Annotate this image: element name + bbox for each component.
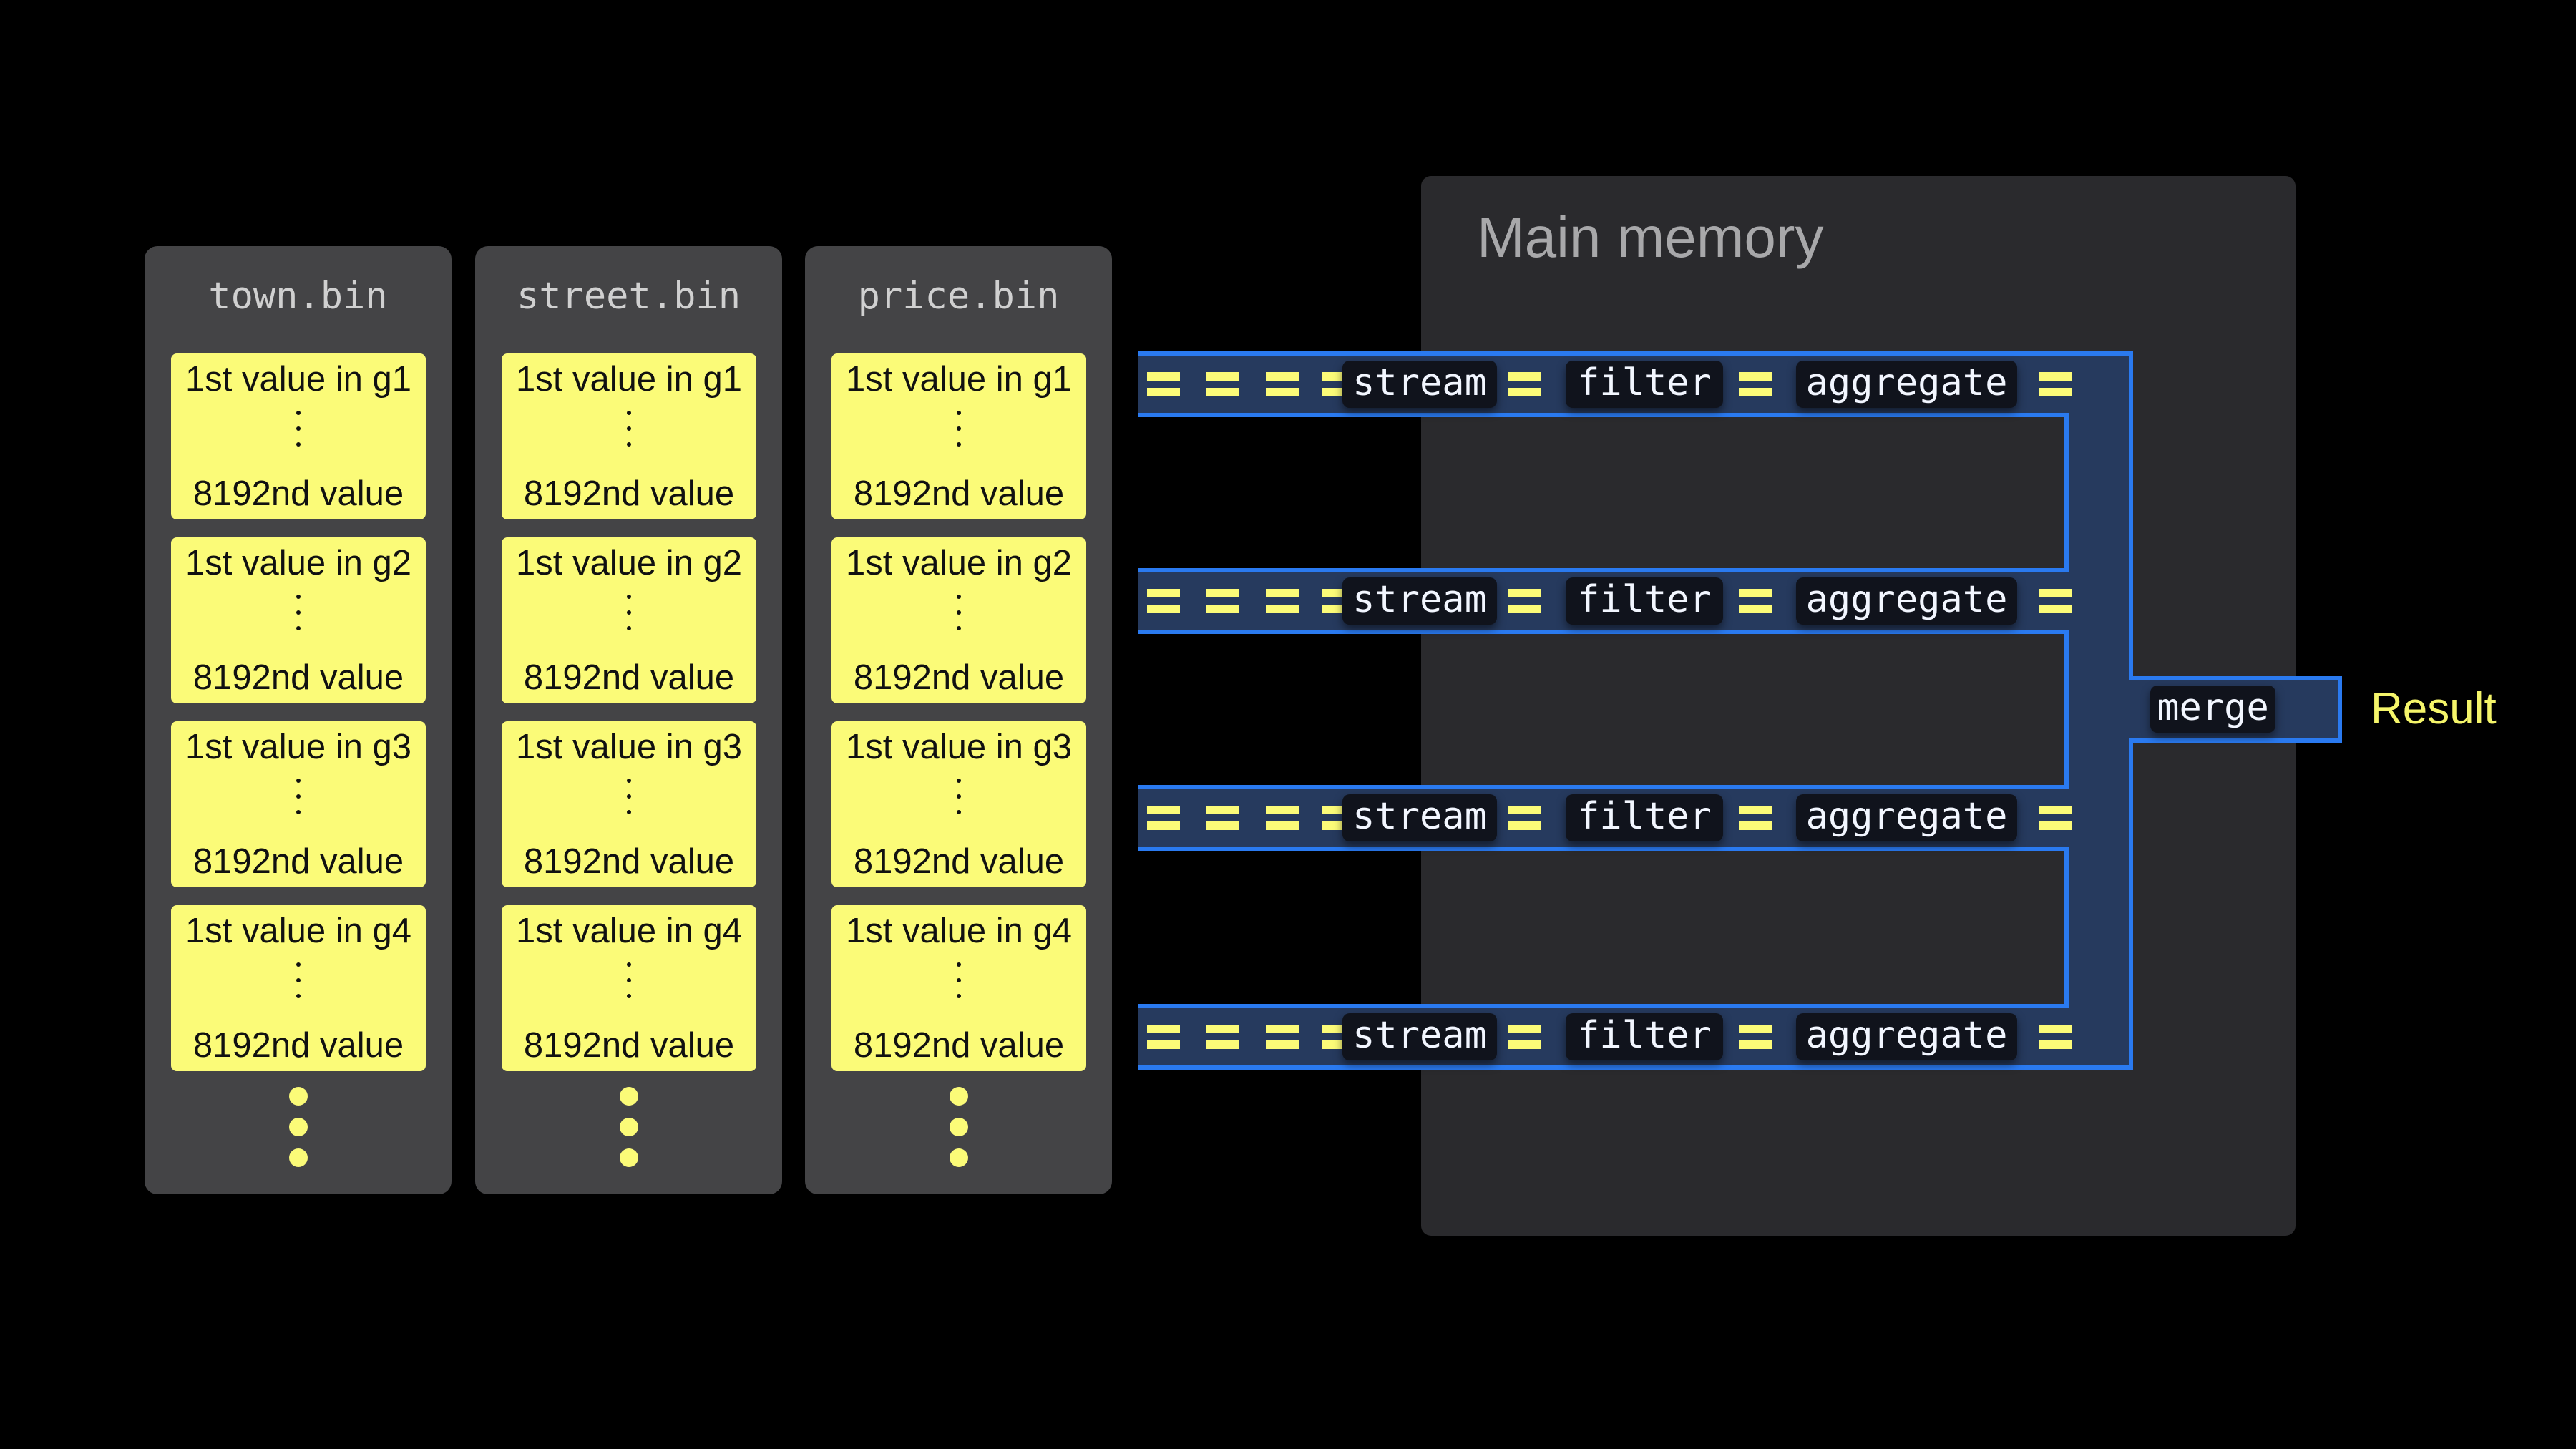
vertical-ellipsis-icon <box>296 595 301 642</box>
granule-last-value: 8192nd value <box>853 474 1065 513</box>
vertical-ellipsis-icon <box>957 779 961 826</box>
file-column-street-bin: street.bin 1st value in g1 8192nd value 1st… <box>475 246 782 1194</box>
vertical-ellipsis-icon <box>296 779 301 826</box>
main-memory-title: Main memory <box>1477 205 1824 269</box>
granule-first-value: 1st value in g3 <box>846 728 1072 766</box>
granule-card: 1st value in g3 8192nd value <box>171 721 426 887</box>
granule-card: 1st value in g1 8192nd value <box>502 353 756 519</box>
result-label: Result <box>2371 684 2497 733</box>
file-column-title: price.bin <box>857 275 1060 318</box>
granule-card: 1st value in g4 8192nd value <box>502 905 756 1071</box>
more-granules-ellipsis-icon <box>949 1087 968 1179</box>
data-flow-equals-icon <box>1266 370 1299 399</box>
granule-card: 1st value in g3 8192nd value <box>502 721 756 887</box>
stream-stage: stream <box>1342 794 1497 841</box>
vertical-ellipsis-icon <box>957 411 961 458</box>
granule-card: 1st value in g2 8192nd value <box>831 537 1086 703</box>
merge-stage: merge <box>2150 686 2275 733</box>
data-flow-equals-icon <box>1508 804 1541 832</box>
stream-stage: stream <box>1342 1013 1497 1060</box>
data-flow-equals-icon <box>1739 587 1772 615</box>
aggregate-stage: aggregate <box>1796 577 2017 625</box>
aggregate-stage: aggregate <box>1796 794 2017 841</box>
data-flow-equals-icon <box>1206 1023 1239 1051</box>
data-flow-equals-icon <box>2039 370 2072 399</box>
data-flow-equals-icon <box>1739 1023 1772 1051</box>
file-column-price-bin: price.bin 1st value in g1 8192nd value 1st … <box>805 246 1112 1194</box>
granule-last-value: 8192nd value <box>192 474 404 513</box>
data-flow-equals-icon <box>1206 804 1239 832</box>
granule-card: 1st value in g4 8192nd value <box>831 905 1086 1071</box>
pipe-border <box>1138 351 2342 1070</box>
data-flow-equals-icon <box>2039 1023 2072 1051</box>
data-flow-equals-icon <box>1206 370 1239 399</box>
granule-card: 1st value in g2 8192nd value <box>171 537 426 703</box>
vertical-ellipsis-icon <box>296 411 301 458</box>
data-flow-equals-icon <box>1147 804 1180 832</box>
filter-stage: filter <box>1566 794 1723 841</box>
granule-first-value: 1st value in g4 <box>185 912 411 950</box>
data-flow-equals-icon <box>1266 804 1299 832</box>
more-granules-ellipsis-icon <box>619 1087 638 1179</box>
granule-first-value: 1st value in g4 <box>516 912 742 950</box>
granule-first-value: 1st value in g2 <box>185 544 411 582</box>
granule-first-value: 1st value in g3 <box>516 728 742 766</box>
granule-first-value: 1st value in g2 <box>846 544 1072 582</box>
stream-stage: stream <box>1342 577 1497 625</box>
data-flow-equals-icon <box>1508 1023 1541 1051</box>
vertical-ellipsis-icon <box>627 779 631 826</box>
stream-stage: stream <box>1342 361 1497 408</box>
granule-first-value: 1st value in g1 <box>516 360 742 399</box>
data-flow-equals-icon <box>1147 587 1180 615</box>
granule-first-value: 1st value in g4 <box>846 912 1072 950</box>
more-granules-ellipsis-icon <box>288 1087 308 1179</box>
file-column-title: street.bin <box>516 275 741 318</box>
data-flow-equals-icon <box>1739 804 1772 832</box>
vertical-ellipsis-icon <box>296 962 301 1010</box>
granule-card: 1st value in g1 8192nd value <box>831 353 1086 519</box>
aggregate-stage: aggregate <box>1796 1013 2017 1060</box>
filter-stage: filter <box>1566 577 1723 625</box>
filter-stage: filter <box>1566 361 1723 408</box>
granule-last-value: 8192nd value <box>523 1026 735 1065</box>
data-flow-equals-icon <box>1508 587 1541 615</box>
data-flow-equals-icon <box>1206 587 1239 615</box>
granule-last-value: 8192nd value <box>853 1026 1065 1065</box>
pipe-fill <box>1138 353 2340 1068</box>
data-flow-equals-icon <box>1266 1023 1299 1051</box>
granule-card: 1st value in g1 8192nd value <box>171 353 426 519</box>
granule-last-value: 8192nd value <box>523 842 735 881</box>
granule-first-value: 1st value in g1 <box>846 360 1072 399</box>
vertical-ellipsis-icon <box>957 595 961 642</box>
data-flow-equals-icon <box>1147 1023 1180 1051</box>
granule-card: 1st value in g2 8192nd value <box>502 537 756 703</box>
data-flow-equals-icon <box>1266 587 1299 615</box>
granule-last-value: 8192nd value <box>523 658 735 697</box>
granule-last-value: 8192nd value <box>192 1026 404 1065</box>
granule-card: 1st value in g3 8192nd value <box>831 721 1086 887</box>
granule-card: 1st value in g4 8192nd value <box>171 905 426 1071</box>
vertical-ellipsis-icon <box>627 595 631 642</box>
granule-last-value: 8192nd value <box>853 842 1065 881</box>
data-flow-equals-icon <box>2039 804 2072 832</box>
data-flow-equals-icon <box>2039 587 2072 615</box>
data-flow-equals-icon <box>1508 370 1541 399</box>
vertical-ellipsis-icon <box>627 962 631 1010</box>
data-flow-equals-icon <box>1147 370 1180 399</box>
file-column-town-bin: town.bin 1st value in g1 8192nd value 1st v… <box>145 246 452 1194</box>
granule-first-value: 1st value in g1 <box>185 360 411 399</box>
granule-last-value: 8192nd value <box>192 658 404 697</box>
granule-last-value: 8192nd value <box>192 842 404 881</box>
aggregate-stage: aggregate <box>1796 361 2017 408</box>
granule-last-value: 8192nd value <box>853 658 1065 697</box>
granule-first-value: 1st value in g3 <box>185 728 411 766</box>
vertical-ellipsis-icon <box>957 962 961 1010</box>
file-column-title: town.bin <box>208 275 388 318</box>
filter-stage: filter <box>1566 1013 1723 1060</box>
granule-first-value: 1st value in g2 <box>516 544 742 582</box>
granule-last-value: 8192nd value <box>523 474 735 513</box>
data-flow-equals-icon <box>1739 370 1772 399</box>
vertical-ellipsis-icon <box>627 411 631 458</box>
